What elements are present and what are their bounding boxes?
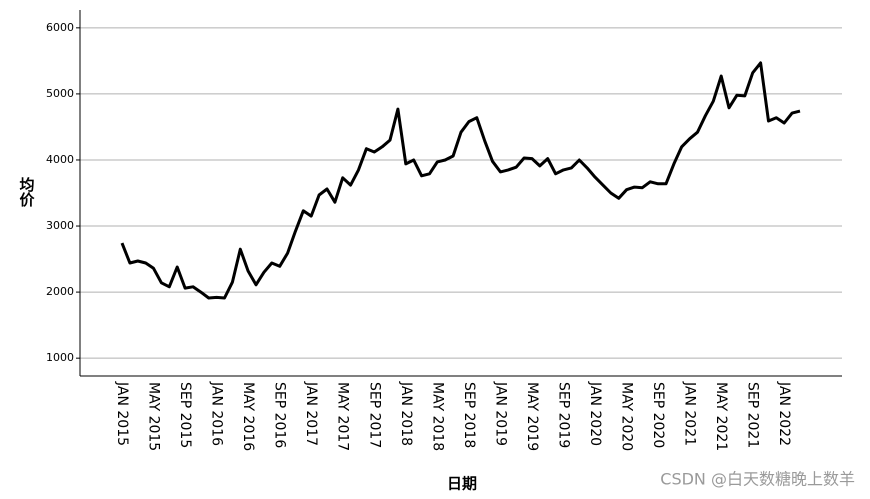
y-tick-label: 1000 (46, 351, 74, 364)
y-tick-label: 3000 (46, 219, 74, 232)
y-tick-label: 6000 (46, 21, 74, 34)
x-tick-label: MAY 2015 (146, 382, 162, 451)
x-tick-label: JAN 2016 (209, 381, 225, 446)
x-tick-label: SEP 2019 (555, 382, 571, 448)
x-tick-label: SEP 2015 (177, 382, 193, 448)
x-tick-label: MAY 2016 (240, 382, 256, 451)
x-tick-label: SEP 2017 (366, 382, 382, 448)
x-tick-label: SEP 2020 (650, 382, 666, 448)
x-tick-label: MAY 2018 (429, 382, 445, 451)
x-tick-label: JAN 2018 (398, 381, 414, 446)
x-tick-label: MAY 2021 (713, 382, 729, 451)
x-tick-label: JAN 2019 (492, 381, 508, 446)
y-tick-label: 4000 (46, 153, 74, 166)
x-tick-label: MAY 2020 (619, 382, 635, 451)
x-tick-label: JAN 2020 (587, 381, 603, 446)
y-tick-label: 2000 (46, 285, 74, 298)
y-tick-label: 5000 (46, 87, 74, 100)
x-tick-label: JAN 2022 (776, 381, 792, 446)
x-axis-label: 日期 (447, 475, 477, 493)
watermark: CSDN @白天数糖晚上数羊 (660, 470, 855, 489)
y-axis-label: 均价 (18, 176, 36, 208)
x-tick-label: SEP 2016 (272, 382, 288, 448)
x-tick-label: SEP 2021 (745, 382, 761, 448)
x-tick-label: MAY 2019 (524, 382, 540, 451)
x-tick-label: JAN 2015 (114, 381, 130, 446)
x-tick-label: SEP 2018 (461, 382, 477, 448)
x-tick-label: MAY 2017 (335, 382, 351, 451)
data-line (120, 61, 801, 300)
x-tick-label: JAN 2017 (303, 381, 319, 446)
x-tick-label: JAN 2021 (682, 381, 698, 446)
